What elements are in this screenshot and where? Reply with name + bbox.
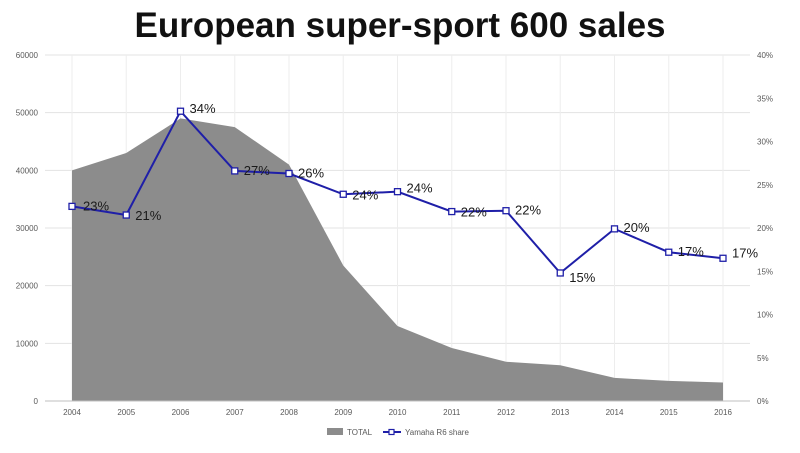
data-point-marker [556,269,564,277]
y-right-tick-label: 40% [757,51,773,60]
y-right-tick-label: 25% [757,181,773,190]
data-point-marker [610,225,619,233]
legend-swatch-total [327,428,343,435]
legend-marker-yamaha-r6-share [388,428,395,436]
data-label: 23% [83,198,109,213]
data-label: 24% [352,187,378,202]
data-label: 22% [515,203,541,218]
data-point-marker [719,254,727,262]
y-right-tick-label: 35% [757,94,773,103]
data-label: 21% [135,208,161,223]
y-left-tick-label: 50000 [16,109,39,118]
chart-title: European super-sport 600 sales [134,6,666,45]
x-tick-label: 2013 [551,408,569,417]
x-tick-label: 2010 [389,408,407,417]
data-point-marker [68,202,76,211]
y-right-tick-label: 5% [757,354,769,363]
y-left-tick-label: 0 [34,397,39,406]
data-point-marker [176,107,185,115]
data-label: 17% [678,244,704,259]
data-point-marker [339,190,347,198]
data-label: 24% [407,181,433,196]
x-tick-label: 2004 [63,408,81,417]
x-tick-label: 2005 [117,408,135,417]
y-right-tick-label: 10% [757,311,773,320]
data-point-marker [502,207,510,215]
x-tick-label: 2016 [714,408,732,417]
data-point-marker [448,207,456,216]
x-tick-label: 2015 [660,408,678,417]
y-left-tick-label: 60000 [16,51,39,60]
data-label: 26% [298,166,324,181]
x-tick-label: 2014 [606,408,624,417]
y-left-tick-label: 40000 [16,166,39,175]
data-point-marker [665,248,673,256]
x-tick-label: 2006 [172,408,190,417]
x-tick-label: 2011 [443,408,461,417]
y-left-tick-label: 20000 [16,282,39,291]
y-right-tick-label: 15% [757,267,773,276]
x-tick-label: 2008 [280,408,298,417]
x-tick-label: 2007 [226,408,244,417]
data-label: 27% [244,163,270,178]
data-label: 34% [190,101,216,116]
data-label: 20% [624,220,650,235]
y-right-tick-label: 20% [757,224,773,233]
x-tick-label: 2009 [334,408,352,417]
y-right-tick-label: 0% [757,397,769,406]
data-point-marker [285,169,293,178]
data-label: 22% [461,205,487,220]
data-point-marker [122,211,130,219]
y-left-tick-label: 30000 [16,224,39,233]
data-point-marker [393,188,402,196]
x-tick-label: 2012 [497,408,515,417]
data-label: 15% [569,270,595,285]
y-right-tick-label: 30% [757,138,773,147]
area-series-total [72,118,723,401]
data-point-marker [231,167,239,175]
y-left-tick-label: 10000 [16,339,39,348]
legend-label-yamaha-r6-share: Yamaha R6 share [405,428,469,437]
legend-label-total: TOTAL [347,428,373,437]
data-label: 17% [732,245,758,260]
